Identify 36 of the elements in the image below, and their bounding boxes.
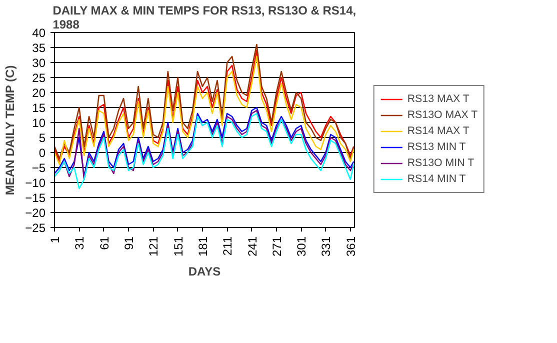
x-tick-label: 151 <box>171 236 186 257</box>
y-tick-label: 35 <box>32 41 46 55</box>
x-tick-label: 121 <box>146 236 161 257</box>
y-tick-label: −25 <box>25 221 46 235</box>
y-tick-label: 40 <box>32 26 46 40</box>
y-tick-label: −5 <box>32 161 46 175</box>
x-tick-label: 91 <box>122 236 136 250</box>
y-tick-label: −10 <box>25 176 46 190</box>
y-tick-label: 5 <box>38 131 46 145</box>
legend-label: RS14 MIN T <box>407 172 466 186</box>
x-tick-label: 331 <box>319 236 334 257</box>
x-tick-label: 31 <box>72 236 87 250</box>
x-axis-title: DAYS <box>188 264 221 279</box>
x-tick-label: 1 <box>48 236 62 244</box>
y-tick-label: 20 <box>32 86 46 100</box>
x-tick-label: 301 <box>294 236 309 257</box>
legend-label: RS13O MIN T <box>407 156 474 170</box>
y-axis-title: MEAN DAILY TEMP (C) <box>3 65 18 196</box>
x-tick-label: 241 <box>245 236 260 257</box>
y-tick-label: 0 <box>38 146 46 160</box>
legend-label: RS13 MIN T <box>407 140 466 154</box>
x-tick-label: 271 <box>270 236 284 257</box>
chart-title: DAILY MAX & MIN TEMPS FOR RS13, RS13O & RS14, 1988 <box>52 4 356 32</box>
y-tick-label: 30 <box>32 56 46 70</box>
y-tick-label: 10 <box>32 116 46 130</box>
x-tick-label: 181 <box>196 236 210 257</box>
x-tick-label: 361 <box>344 236 358 257</box>
legend-label: RS14 MAX T <box>407 124 470 138</box>
y-tick-label: 15 <box>32 101 46 115</box>
legend-label: RS13O MAX T <box>407 108 478 122</box>
x-tick-label: 61 <box>97 236 112 250</box>
x-tick-label: 211 <box>220 236 235 256</box>
y-tick-label: −15 <box>25 191 46 205</box>
y-tick-label: 25 <box>32 71 46 85</box>
legend-label: RS13 MAX T <box>407 92 470 106</box>
y-tick-label: −20 <box>25 206 46 220</box>
